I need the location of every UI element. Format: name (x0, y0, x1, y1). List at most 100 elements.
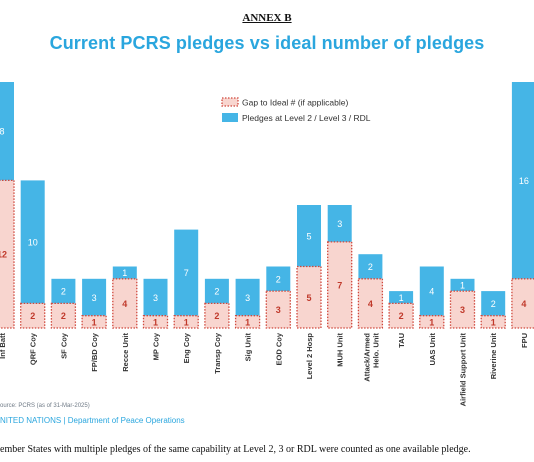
gap-value-label: 2 (30, 311, 35, 321)
gap-value-label: 4 (122, 299, 127, 309)
gap-value-label: 3 (460, 305, 465, 315)
bar-gap (142, 315, 169, 329)
bar-gap (388, 302, 414, 329)
bar-gap (327, 241, 353, 329)
category-label: MP Coy (152, 332, 161, 360)
bar-pledges (511, 82, 534, 279)
bar-gap (234, 315, 261, 329)
pledge-value-label: 7 (184, 268, 189, 278)
category-label: Riverine Unit (489, 333, 498, 380)
bar-pledges (143, 278, 168, 316)
bar-gap (511, 278, 534, 329)
gap-value-label: 4 (521, 299, 526, 309)
bar-gap (50, 302, 77, 329)
bar-gap (265, 290, 291, 329)
legend-pledge-swatch (222, 113, 238, 122)
pledge-value-label: 1 (122, 268, 127, 278)
gap-value-label: 1 (184, 317, 189, 327)
pledge-value-label: 16 (519, 176, 529, 186)
bar-gap (0, 179, 15, 329)
legend-gap-swatch (221, 97, 239, 107)
pledge-value-label: 1 (460, 280, 465, 290)
bar-pledges (112, 266, 137, 279)
chart-title: Current PCRS pledges vs ideal number of … (49, 33, 485, 53)
organization-line: NITED NATIONS | Department of Peace Oper… (0, 416, 185, 425)
category-label: Level 2 Hosp (305, 333, 314, 380)
bar-pledges (174, 229, 199, 316)
bar-gap (20, 302, 46, 329)
pledge-value-label: 2 (368, 262, 373, 272)
pledge-value-label: 3 (153, 293, 158, 303)
annex-heading: ANNEX B (242, 12, 292, 24)
bar-pledges (358, 254, 383, 279)
bar-pledges (266, 266, 291, 292)
gap-value-label: 5 (306, 293, 311, 303)
pledge-value-label: 5 (306, 231, 311, 241)
pledge-value-label: 2 (214, 287, 219, 297)
pledge-value-label: 2 (491, 299, 496, 309)
gap-value-label: 2 (399, 311, 404, 321)
pledge-value-label: 4 (429, 287, 434, 297)
category-label: Eng Coy (182, 332, 191, 363)
bar-gap (296, 265, 322, 329)
legend-pledge-label: Pledges at Level 2 / Level 3 / RDL (242, 113, 371, 123)
gap-value-label: 1 (92, 317, 97, 327)
bar-pledges (204, 278, 229, 304)
bar-gap (449, 290, 476, 329)
bar-pledges (51, 278, 76, 304)
bar-gap (112, 278, 138, 329)
bar-gap (204, 302, 230, 329)
category-label: SF Coy (59, 332, 68, 359)
pledge-value-label: 3 (337, 219, 342, 229)
legend-gap-label: Gap to Ideal # (if applicable) (242, 98, 348, 108)
category-label: UAS Unit (428, 333, 437, 366)
gap-value-label: 4 (368, 299, 373, 309)
gap-value-label: 1 (491, 317, 496, 327)
category-label: Recce Unit (121, 332, 130, 371)
category-label: Airfield Support Unit (459, 332, 468, 406)
pledge-value-label: 3 (92, 293, 97, 303)
category-label: FPU (520, 333, 529, 348)
gap-value-label: 1 (153, 317, 158, 327)
pledge-value-label: 1 (399, 293, 404, 303)
gap-value-label: 1 (245, 317, 250, 327)
bar-pledges (389, 291, 414, 304)
pledge-value-label: 2 (61, 287, 66, 297)
category-label: EOD Coy (274, 332, 283, 365)
bar-pledges (20, 180, 45, 304)
bar-pledges (235, 278, 260, 316)
source-note: ource: PCRS (as of 31-Mar-2025) (0, 403, 90, 409)
bar-pledges (297, 205, 321, 267)
bar-gap (81, 315, 107, 329)
category-label: QRF Coy (29, 332, 38, 365)
category-label: Attack/ArmedHelo. Unit (362, 332, 380, 381)
bar-gap (419, 315, 445, 329)
gap-value-label: 2 (61, 311, 66, 321)
gap-value-label: 2 (214, 311, 219, 321)
category-label: FP/BD Coy (90, 332, 99, 372)
pledge-value-label: 8 (0, 127, 5, 137)
bar-gap (357, 278, 384, 329)
bar-gap (480, 315, 506, 329)
gap-value-label: 7 (337, 280, 342, 290)
pledge-value-label: 3 (245, 293, 250, 303)
bar-pledges (0, 82, 14, 181)
pledge-value-label: 10 (28, 237, 38, 247)
bar-pledges (481, 291, 506, 316)
bar-pledges (419, 266, 444, 316)
bar-pledges (327, 205, 352, 242)
gap-value-label: 3 (276, 305, 281, 315)
footnote: ember States with multiple pledges of th… (0, 444, 471, 455)
category-label: TAU (397, 333, 406, 348)
gap-value-label: 12 (0, 250, 7, 260)
category-label: Sig Unit (244, 333, 253, 362)
category-label: Transp Coy (213, 332, 222, 374)
pledge-value-label: 2 (276, 274, 281, 284)
bar-pledges (450, 278, 475, 292)
category-label: Inf Batt (0, 333, 7, 359)
legend: Gap to Ideal # (if applicable) Pledges a… (221, 97, 371, 123)
bar-pledges (82, 278, 107, 316)
gap-value-label: 1 (429, 317, 434, 327)
